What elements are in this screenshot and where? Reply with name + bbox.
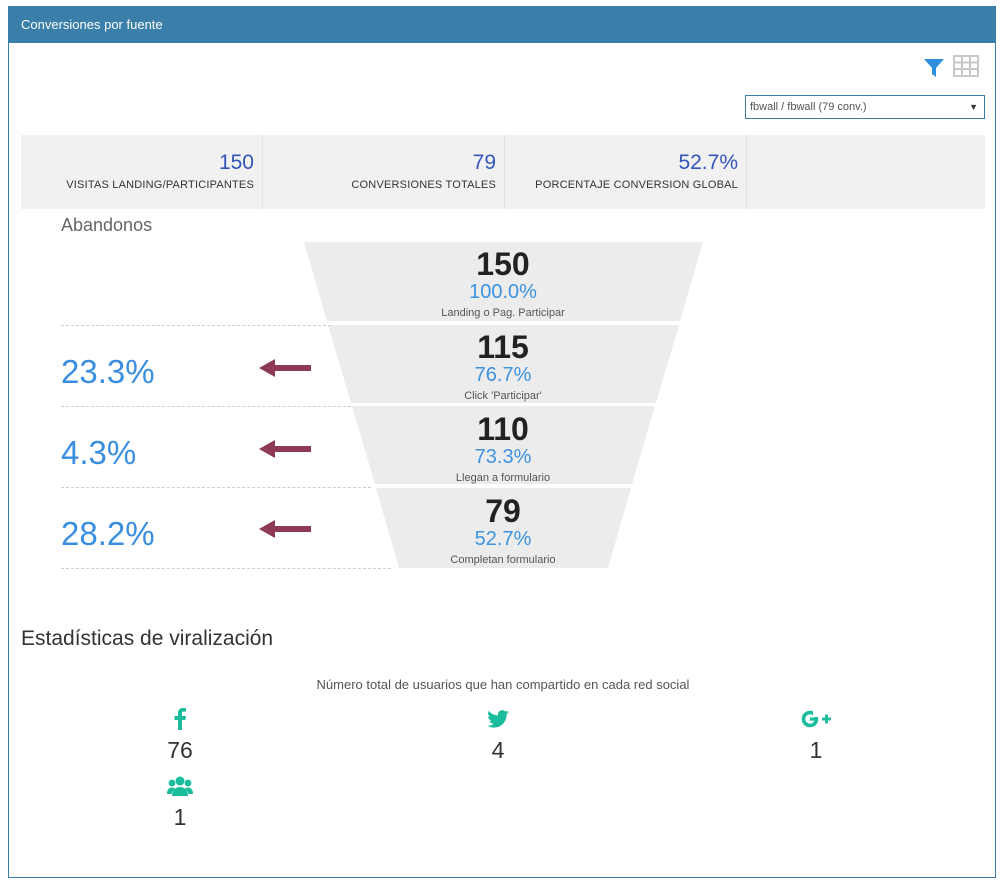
stat-visits-value: 150 xyxy=(218,151,254,174)
abandonos-heading: Abandonos xyxy=(61,215,153,235)
stat-conversion-rate: 52.7% PORCENTAJE CONVERSION GLOBAL xyxy=(505,135,747,209)
chevron-down-icon: ▼ xyxy=(969,102,978,112)
divider xyxy=(61,325,331,326)
social-facebook: 76 xyxy=(120,707,240,764)
social-twitter: 4 xyxy=(438,707,558,764)
arrow-left-icon xyxy=(259,520,311,538)
source-select[interactable]: fbwall / fbwall (79 conv.) ▼ xyxy=(745,95,985,119)
google-plus-count: 1 xyxy=(809,737,823,763)
funnel-stage-1-label: Landing o Pag. Participar xyxy=(441,307,565,319)
funnel-stage-1-count: 150 xyxy=(476,246,530,282)
divider xyxy=(61,487,371,488)
google-plus-icon xyxy=(801,709,831,728)
social-users: 1 xyxy=(120,774,240,831)
funnel-stage-3-text: 110 73.3% Llegan a formulario xyxy=(353,412,653,486)
facebook-icon xyxy=(174,708,186,730)
funnel-stage-3-pct: 73.3% xyxy=(474,446,532,468)
viral-title: Estadísticas de viralización xyxy=(21,627,274,650)
funnel-stage-4-count: 79 xyxy=(485,493,521,529)
stat-conversions-label: CONVERSIONES TOTALES xyxy=(351,179,496,191)
stat-visits-label: VISITAS LANDING/PARTICIPANTES xyxy=(66,179,254,191)
funnel-stage-4-label: Completan formulario xyxy=(450,554,556,566)
users-icon xyxy=(167,776,193,796)
twitter-icon xyxy=(487,710,509,728)
panel-title: Conversiones por fuente xyxy=(9,7,995,43)
social-google-plus: 1 xyxy=(756,707,876,764)
arrow-left-icon xyxy=(259,359,311,377)
twitter-count: 4 xyxy=(491,737,505,763)
stat-conversions: 79 CONVERSIONES TOTALES xyxy=(263,135,505,209)
funnel-stage-3-label: Llegan a formulario xyxy=(455,472,551,484)
funnel-stage-1-text: 150 100.0% Landing o Pag. Participar xyxy=(353,247,653,321)
funnel-stage-2-text: 115 76.7% Click 'Participar' xyxy=(353,330,653,404)
facebook-count: 76 xyxy=(167,737,193,763)
divider xyxy=(61,568,391,569)
abandon-rate-3: 28.2% xyxy=(61,515,155,552)
stat-conversions-value: 79 xyxy=(472,151,496,174)
filter-icon[interactable] xyxy=(923,57,945,79)
funnel-stage-2-label: Click 'Participar' xyxy=(464,390,542,402)
funnel-stage-3-count: 110 xyxy=(477,411,529,447)
funnel-stage-4-text: 79 52.7% Completan formulario xyxy=(353,494,653,568)
table-grid-icon[interactable] xyxy=(953,55,979,77)
stat-conversion-rate-label: PORCENTAJE CONVERSION GLOBAL xyxy=(535,179,738,191)
users-count: 1 xyxy=(173,804,187,830)
stats-bar: 150 VISITAS LANDING/PARTICIPANTES 79 CON… xyxy=(21,135,985,209)
conversions-panel: Conversiones por fuente fbwall / fbwall … xyxy=(8,6,996,878)
funnel-stage-2-count: 115 xyxy=(477,329,529,365)
abandon-rate-2: 4.3% xyxy=(61,434,137,471)
funnel-stage-1-pct: 100.0% xyxy=(469,281,537,303)
viral-subtitle: Número total de usuarios que han compart… xyxy=(316,677,690,692)
funnel-stage-2-pct: 76.7% xyxy=(474,364,532,386)
arrow-left-icon xyxy=(259,440,311,458)
funnel-stage-4-pct: 52.7% xyxy=(474,528,532,550)
stat-conversion-rate-value: 52.7% xyxy=(678,151,738,174)
source-select-value: fbwall / fbwall (79 conv.) xyxy=(750,101,867,113)
stat-visits: 150 VISITAS LANDING/PARTICIPANTES xyxy=(21,135,263,209)
divider xyxy=(61,406,351,407)
abandon-rate-1: 23.3% xyxy=(61,353,155,390)
